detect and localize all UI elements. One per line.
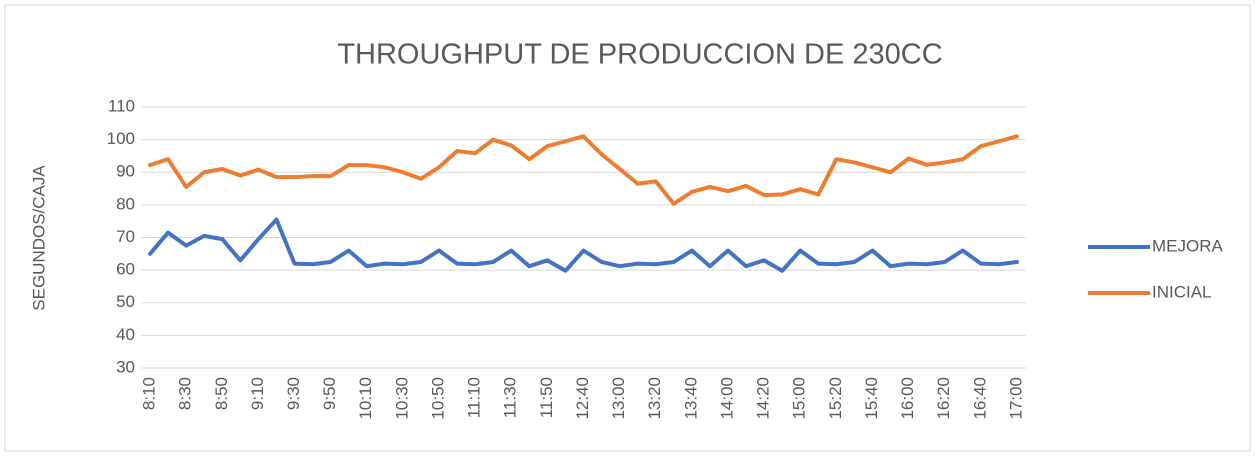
y-tick-label: 70 (116, 227, 135, 246)
y-tick-label: 90 (116, 162, 135, 181)
y-tick-label: 110 (108, 96, 135, 115)
chart-title: THROUGHPUT DE PRODUCCION DE 230CC (337, 39, 942, 71)
y-axis-label: SEGUNDOS/CAJA (29, 165, 48, 311)
y-tick-label: 80 (116, 194, 135, 213)
x-tick-label: 11:50 (537, 377, 556, 418)
x-tick-label: 8:10 (140, 377, 159, 410)
x-tick-label: 16:40 (970, 377, 989, 420)
x-tick-label: 9:30 (284, 377, 303, 410)
x-tick-label: 11:30 (501, 377, 520, 418)
x-tick-label: 14:20 (754, 377, 773, 420)
x-tick-label: 17:00 (1006, 377, 1025, 420)
x-tick-label: 10:50 (428, 377, 447, 420)
x-tick-label: 13:40 (681, 377, 700, 420)
x-tick-label: 10:10 (356, 377, 375, 420)
x-tick-label: 13:00 (609, 377, 628, 420)
x-tick-label: 15:00 (790, 377, 809, 420)
x-tick-label: 10:30 (392, 377, 411, 420)
y-tick-label: 50 (116, 292, 135, 311)
x-tick-label: 15:40 (862, 377, 881, 420)
y-tick-label: 30 (116, 357, 135, 376)
x-tick-label: 8:50 (212, 377, 231, 410)
y-tick-label: 40 (116, 325, 135, 344)
x-tick-label: 16:00 (898, 377, 917, 420)
legend-label: INICIAL (1152, 282, 1212, 301)
x-tick-label: 9:50 (320, 377, 339, 410)
x-tick-label: 12:40 (573, 377, 592, 420)
x-tick-label: 16:20 (934, 377, 953, 420)
y-tick-label: 60 (116, 260, 135, 279)
x-tick-label: 13:20 (645, 377, 664, 420)
series-line (148, 217, 1019, 273)
x-tick-label: 14:00 (717, 377, 736, 420)
x-tick-label: 15:20 (826, 377, 845, 420)
legend-label: MEJORA (1152, 236, 1224, 255)
y-tick-label: 100 (107, 129, 135, 148)
series-line (148, 134, 1019, 206)
x-tick-label: 11:10 (465, 377, 484, 418)
chart-frame (4, 4, 1251, 452)
x-tick-label: 9:10 (248, 377, 267, 410)
x-tick-label: 8:30 (176, 377, 195, 410)
